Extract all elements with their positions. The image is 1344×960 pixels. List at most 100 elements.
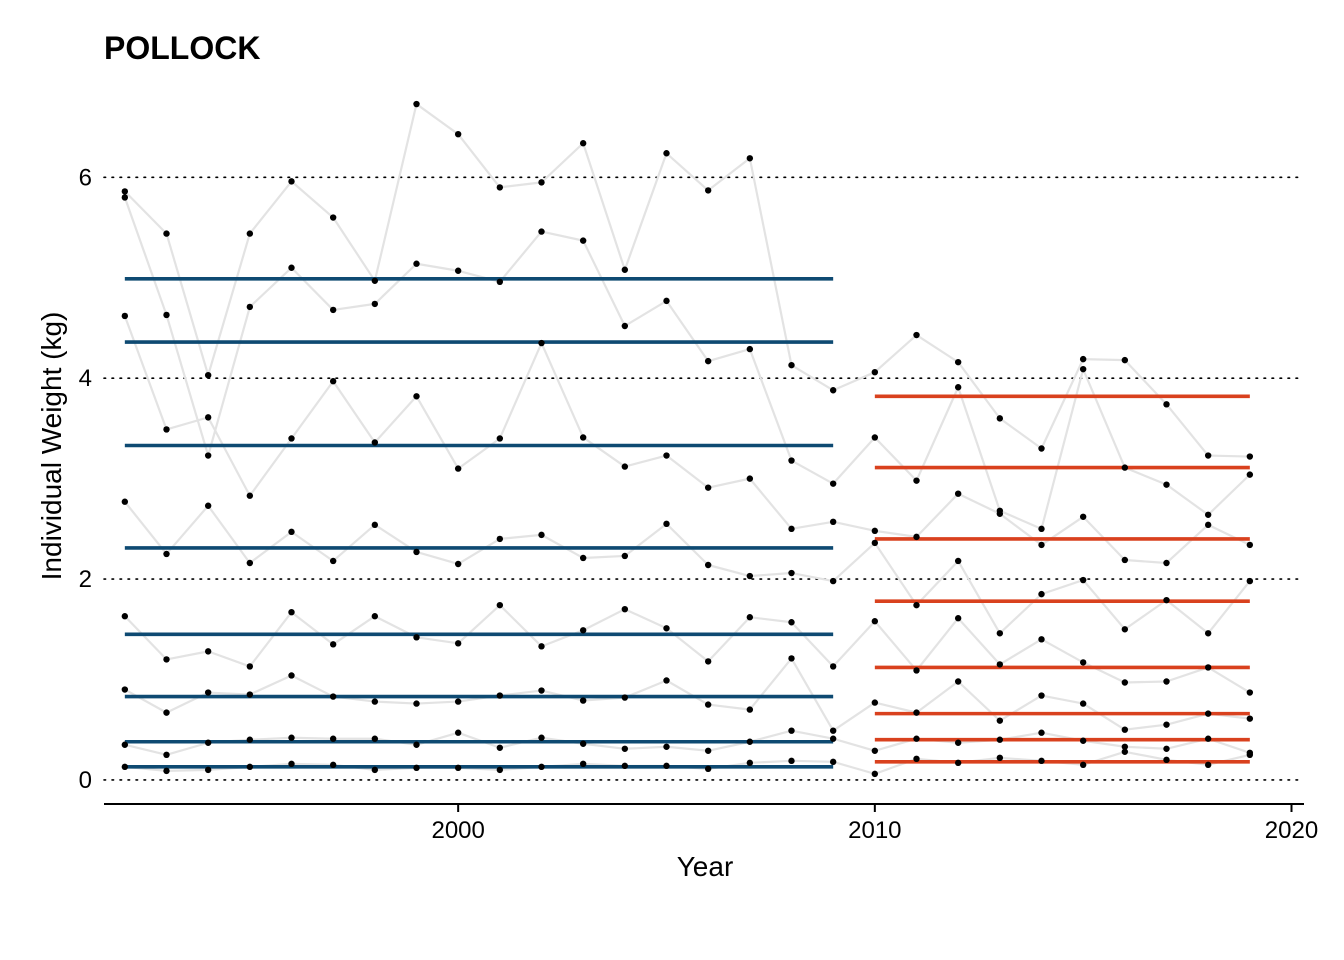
data-point-s4-2014 <box>1038 636 1045 643</box>
data-point-s1-2004 <box>621 762 629 770</box>
data-point-s4-2019 <box>1246 689 1254 696</box>
data-point-s3-2004 <box>621 694 629 701</box>
data-point-s4-2004 <box>621 605 629 613</box>
data-point-s7-2008 <box>788 457 795 464</box>
data-point-s8-2000 <box>454 130 462 138</box>
data-point-s5-2003 <box>579 554 587 562</box>
data-point-s5-1999 <box>413 548 420 556</box>
data-point-s1-2003 <box>579 760 587 768</box>
data-point-s2-2005 <box>663 743 670 750</box>
data-point-s3-2010 <box>871 699 879 706</box>
data-point-s4-2011 <box>913 667 920 674</box>
y-tick-label-6: 6 <box>79 164 92 191</box>
x-tick-label-2000: 2000 <box>431 817 484 844</box>
data-point-s1-2001 <box>496 766 504 774</box>
data-point-s2-2003 <box>579 740 587 747</box>
data-point-s6-2001 <box>496 435 504 442</box>
data-point-s7-2000 <box>454 267 462 274</box>
data-point-s4-2015 <box>1079 659 1087 666</box>
data-point-s2-2001 <box>496 744 504 751</box>
data-point-s5-2004 <box>621 552 629 560</box>
data-point-s5-2006 <box>704 561 712 569</box>
data-point-s5-2007 <box>746 572 754 580</box>
data-point-s6-2010 <box>871 527 879 535</box>
data-point-s6-2012 <box>954 490 962 497</box>
data-point-s3-2014 <box>1038 692 1045 699</box>
data-point-s1-2013 <box>996 754 1004 762</box>
data-point-s6-2009 <box>829 518 837 526</box>
data-point-s3-1995 <box>246 691 254 698</box>
data-point-s4-2010 <box>871 618 879 625</box>
data-point-s4-2016 <box>1121 679 1129 686</box>
data-point-s4-2007 <box>746 614 754 621</box>
data-point-s1-1992 <box>121 763 129 771</box>
data-point-s1-2002 <box>538 763 545 771</box>
x-tick-label-2020: 2020 <box>1265 817 1318 844</box>
data-point-s4-2000 <box>454 640 462 647</box>
data-point-s3-2018 <box>1204 710 1212 717</box>
data-point-s5-2002 <box>538 531 545 539</box>
data-point-s4-2001 <box>496 601 504 609</box>
data-point-s6-2016 <box>1121 556 1129 564</box>
data-point-s4-2008 <box>788 619 795 626</box>
chart-title: POLLOCK <box>104 30 261 66</box>
data-point-s1-2009 <box>829 758 837 766</box>
data-point-s7-2010 <box>871 434 879 441</box>
data-point-s3-1996 <box>288 672 295 679</box>
data-point-s5-2019 <box>1246 577 1254 585</box>
data-point-s8-1996 <box>288 178 295 185</box>
data-point-s5-1995 <box>246 559 254 567</box>
data-point-s7-2001 <box>496 278 504 286</box>
data-point-s4-2002 <box>538 643 545 650</box>
data-point-s1-2012 <box>954 759 962 767</box>
data-point-s2-2004 <box>621 745 629 752</box>
data-point-s6-2003 <box>579 434 587 441</box>
data-point-s7-1998 <box>371 300 379 308</box>
data-point-s5-2008 <box>788 569 795 577</box>
data-point-s8-2010 <box>871 368 879 376</box>
data-point-s4-2017 <box>1163 678 1170 685</box>
data-point-s3-2019 <box>1246 715 1254 722</box>
data-point-s3-2007 <box>746 706 754 713</box>
data-point-s6-1999 <box>413 393 420 400</box>
data-point-s3-2017 <box>1163 721 1170 728</box>
data-point-s5-2017 <box>1163 596 1170 604</box>
data-point-s7-2003 <box>579 237 587 244</box>
data-point-s5-2015 <box>1079 576 1087 584</box>
data-point-s7-2004 <box>621 322 629 330</box>
data-point-s3-1993 <box>163 709 170 716</box>
data-point-s4-2009 <box>829 663 837 670</box>
data-point-s7-2007 <box>746 345 754 353</box>
y-tick-label-0: 0 <box>79 767 92 794</box>
series-line-4 <box>124 604 1251 694</box>
data-point-s3-1992 <box>121 686 129 693</box>
data-point-s7-2011 <box>913 477 920 484</box>
data-point-s8-2009 <box>829 387 837 394</box>
series-line-8 <box>124 102 1250 458</box>
data-point-s2-1994 <box>204 739 212 746</box>
data-point-s5-2010 <box>871 539 879 547</box>
data-point-s2-2008 <box>788 727 795 734</box>
data-point-s4-1992 <box>121 613 129 620</box>
data-point-s5-2016 <box>1121 626 1129 633</box>
series-line-7 <box>123 197 1251 530</box>
data-point-s3-2000 <box>454 698 462 705</box>
data-point-s1-1995 <box>246 763 254 771</box>
data-point-s2-1999 <box>413 741 420 748</box>
data-point-s7-2016 <box>1121 464 1129 471</box>
data-point-s5-2005 <box>663 520 670 528</box>
data-point-s7-2019 <box>1246 471 1254 478</box>
data-point-s4-2012 <box>954 615 962 622</box>
data-point-s1-1993 <box>163 767 170 775</box>
data-point-s1-1996 <box>288 760 295 768</box>
series-line-2 <box>124 729 1251 756</box>
data-point-s7-1996 <box>288 264 295 271</box>
data-point-s6-2002 <box>538 339 545 347</box>
data-point-s8-2012 <box>954 358 962 366</box>
data-point-s6-1994 <box>204 414 212 421</box>
data-point-s5-1998 <box>371 521 379 529</box>
data-point-s8-2019 <box>1246 453 1254 460</box>
data-point-s8-2005 <box>663 150 670 157</box>
data-point-s7-1993 <box>163 311 170 319</box>
